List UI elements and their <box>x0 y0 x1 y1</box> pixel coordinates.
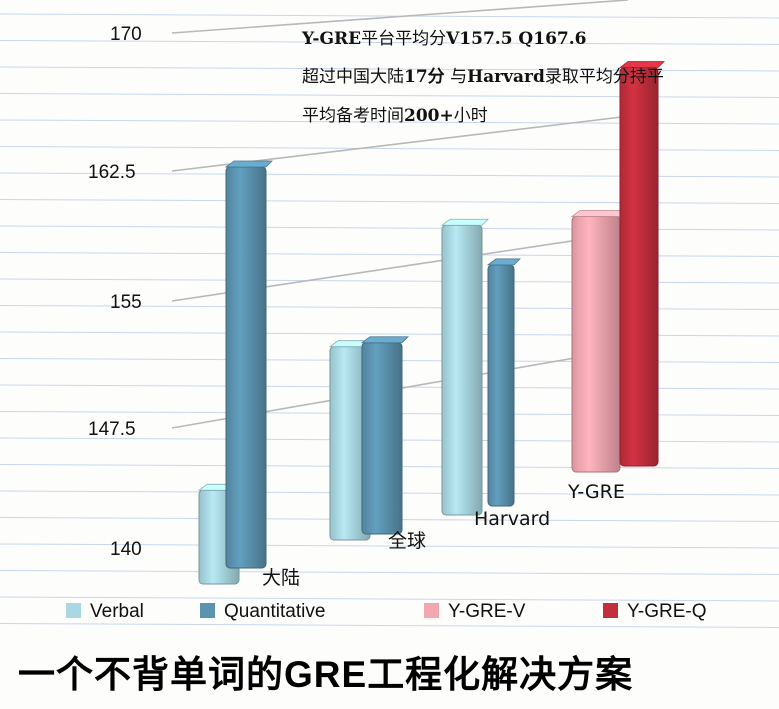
annotation-line: 超过中国大陆17分 与Harvard录取平均分持平 <box>302 67 664 87</box>
y-tick-label: 170 <box>110 24 142 45</box>
paper-line <box>0 146 779 151</box>
bar-body <box>571 215 621 473</box>
footer-title-before: 一个不背单词的 <box>18 653 284 696</box>
legend-label: Verbal <box>90 601 144 622</box>
annotation-run: 平台平均分 <box>361 29 446 49</box>
footer-title-after: 工程化解决方案 <box>367 653 634 696</box>
annotation-line: 平均备考时间200+小时 <box>302 106 488 126</box>
bar-body <box>441 224 483 516</box>
bar-body <box>225 166 267 569</box>
bar-group <box>197 61 665 585</box>
bar-top <box>224 160 273 168</box>
paper-line <box>0 225 779 231</box>
bar-top <box>486 258 521 266</box>
bar-quantitative <box>486 258 521 507</box>
bar-verbal <box>328 340 377 541</box>
bar-top <box>440 218 489 226</box>
y-tick-label: 147.5 <box>88 419 136 440</box>
legend-item: Quantitative <box>200 601 325 622</box>
bar-top <box>618 61 665 68</box>
footer-title: 一个不背单词的GRE工程化解决方案 <box>18 644 778 698</box>
paper-line <box>0 623 779 628</box>
paper-line <box>0 570 779 575</box>
legend-swatch <box>424 603 439 618</box>
paper-line <box>0 199 779 204</box>
legend-item: Y-GRE-V <box>424 601 526 622</box>
bar-quantitative <box>360 336 409 535</box>
category-labels: 大陆 全球 Harvard Y-GRE <box>262 481 625 589</box>
bar-y-gre-v <box>570 210 627 473</box>
bar-top <box>570 210 627 217</box>
category-label: 全球 <box>388 530 426 552</box>
bar-verbal <box>440 218 489 516</box>
bar-body <box>487 264 515 507</box>
annotation-run: V157.5 Q167.6 <box>445 29 586 49</box>
annotation-run: 200+ <box>404 106 454 126</box>
y-axis-ticks: 140 147.5 155 162.5 170 <box>88 24 142 560</box>
annotation-run: 超过中国大陆 <box>302 67 404 87</box>
footer-title-em: GRE <box>284 654 368 695</box>
paper-line <box>0 331 779 337</box>
bar-body <box>361 342 403 535</box>
paper-line <box>0 13 779 19</box>
annotation-run: 录取平均分持平 <box>545 67 664 87</box>
legend-swatch <box>200 603 215 618</box>
category-label: 大陆 <box>262 567 300 589</box>
legend-item: Y-GRE-Q <box>603 601 707 622</box>
category-label: Harvard <box>474 508 550 530</box>
bar-quantitative <box>224 160 273 569</box>
gridline <box>171 0 629 34</box>
annotation-run: Y-GRE <box>301 29 361 49</box>
bar-top <box>360 336 409 344</box>
bar-y-gre-q <box>618 61 665 467</box>
category-label: Y-GRE <box>567 481 625 503</box>
legend-label: Y-GRE-Q <box>627 601 707 622</box>
y-tick-label: 155 <box>110 292 142 313</box>
paper-line <box>0 93 779 98</box>
legend-item: Verbal <box>66 601 144 622</box>
legend-label: Y-GRE-V <box>448 601 526 622</box>
annotation-block: Y-GRE平台平均分V157.5 Q167.6 超过中国大陆17分 与Harvar… <box>301 29 664 126</box>
annotation-run: 与 <box>445 67 467 87</box>
annotation-run: 小时 <box>454 106 488 126</box>
y-tick-label: 140 <box>110 539 142 560</box>
annotation-line: Y-GRE平台平均分V157.5 Q167.6 <box>301 29 586 49</box>
annotation-run: Harvard <box>467 67 545 87</box>
legend-swatch <box>603 603 618 618</box>
legend: Verbal Quantitative Y-GRE-V Y-GRE-Q <box>66 601 707 622</box>
paper-line <box>0 596 779 602</box>
legend-swatch <box>66 603 81 618</box>
paper-line <box>0 252 779 257</box>
bar-body <box>619 67 659 467</box>
legend-label: Quantitative <box>224 601 325 622</box>
annotation-run: 17分 <box>404 67 445 87</box>
paper-line <box>0 543 779 549</box>
y-tick-label: 162.5 <box>88 162 136 183</box>
paper-line <box>0 40 779 45</box>
paper-line <box>0 278 779 284</box>
annotation-run: 平均备考时间 <box>302 106 404 126</box>
